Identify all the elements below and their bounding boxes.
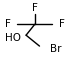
Text: HO: HO: [5, 33, 21, 43]
Text: F: F: [32, 3, 38, 13]
Text: F: F: [59, 19, 65, 29]
Text: Br: Br: [50, 44, 61, 54]
Text: F: F: [5, 19, 11, 29]
